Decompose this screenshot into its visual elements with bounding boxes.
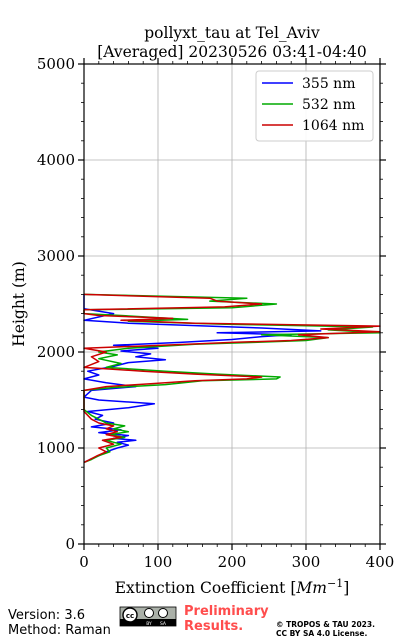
cc-license-badge: cc BY SA — [119, 606, 177, 627]
x-axis-label-close: ] — [343, 579, 349, 597]
x-tick-label: 300 — [292, 553, 321, 571]
chart-subtitle: [Averaged] 20230526 03:41-04:40 — [97, 43, 367, 61]
legend: 355 nm 532 nm 1064 nm — [255, 70, 374, 142]
y-tick-label: 2000 — [37, 343, 75, 361]
y-tick-label: 4000 — [37, 151, 75, 169]
legend-label: 355 nm — [302, 76, 355, 92]
grid-lines — [84, 64, 380, 544]
license-text-line2: CC BY SA 4.0 License. — [276, 629, 367, 638]
by-icon — [144, 608, 154, 618]
by-text: BY — [146, 621, 152, 627]
chart-title: pollyxt_tau at Tel_Aviv — [144, 24, 320, 42]
cc-icon — [122, 607, 138, 623]
sa-text: SA — [160, 621, 167, 627]
legend-items: 355 nm 532 nm 1064 nm — [262, 76, 364, 134]
preliminary-text-line2: Results. — [184, 619, 243, 634]
cc-badge-strip — [120, 619, 176, 626]
sa-icon — [158, 608, 168, 618]
x-axis-label: Extinction Coefficient [Mm−1] — [115, 577, 350, 597]
legend-box — [255, 70, 374, 142]
y-tick-label: 3000 — [37, 247, 75, 265]
y-tick-label: 1000 — [37, 439, 75, 457]
y-axis-label: Height (m) — [10, 261, 28, 347]
version-text: Version: 3.6 — [8, 608, 85, 623]
x-tick-label: 100 — [144, 553, 173, 571]
x-axis-label-open: [ — [290, 579, 296, 597]
legend-label: 1064 nm — [302, 118, 364, 134]
legend-label: 532 nm — [302, 97, 355, 113]
x-axis-unit: Mm — [295, 579, 327, 597]
preliminary-text-line1: Preliminary — [184, 604, 269, 619]
x-tick-label: 400 — [366, 553, 395, 571]
y-tick-label: 0 — [65, 535, 75, 553]
method-text: Method: Raman — [8, 623, 111, 638]
x-axis-label-text: Extinction Coefficient — [115, 579, 286, 597]
y-tick-label: 5000 — [37, 55, 75, 73]
x-tick-label: 200 — [218, 553, 247, 571]
x-tick-label: 0 — [79, 553, 89, 571]
cc-icon-text: cc — [126, 612, 134, 620]
x-axis-unit-exp: −1 — [327, 577, 343, 590]
license-text-line1: © TROPOS & TAU 2023. — [276, 620, 375, 629]
